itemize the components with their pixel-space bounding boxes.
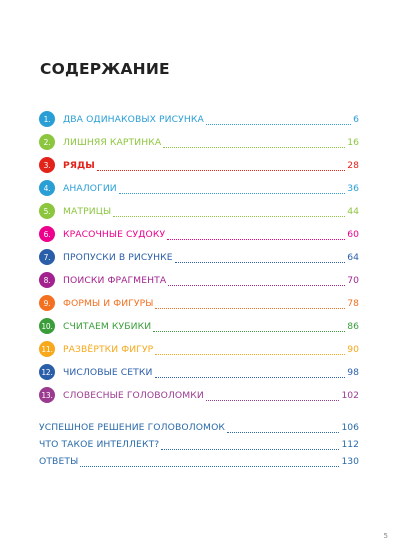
leader-dots [118, 185, 346, 194]
section-title: ЧТО ТАКОЕ ИНТЕЛЛЕКТ? [39, 438, 160, 450]
leader-dots [155, 346, 346, 355]
page-ref: 86 [347, 320, 359, 332]
page-ref: 28 [347, 159, 359, 171]
page-ref: 102 [341, 389, 359, 401]
page-ref: 78 [347, 297, 359, 309]
page-ref: 64 [347, 251, 359, 263]
chapter-number-badge: 2. [39, 134, 55, 150]
toc-entry-11[interactable]: 11. РАЗВЁРТКИ ФИГУР 90 [39, 341, 359, 357]
page-ref: 98 [347, 366, 359, 378]
chapter-title: СЧИТАЕМ КУБИКИ [63, 320, 152, 332]
chapter-title: РЯДЫ [63, 159, 95, 171]
chapter-number-badge: 1. [39, 111, 55, 127]
leader-dots [161, 441, 340, 450]
page-ref: 60 [347, 228, 359, 240]
page-ref: 16 [347, 136, 359, 148]
page-ref: 44 [347, 205, 359, 217]
chapter-number-badge: 13. [39, 387, 55, 403]
toc-entry-9[interactable]: 9. ФОРМЫ И ФИГУРЫ 78 [39, 295, 359, 311]
leader-dots [96, 162, 346, 171]
chapter-title: АНАЛОГИИ [63, 182, 117, 194]
toc-entry-success[interactable]: УСПЕШНОЕ РЕШЕНИЕ ГОЛОВОЛОМОК 106 [39, 419, 359, 435]
leader-dots [163, 139, 346, 148]
toc-entry-intelligence[interactable]: ЧТО ТАКОЕ ИНТЕЛЛЕКТ? 112 [39, 436, 359, 452]
chapter-title: ЧИСЛОВЫЕ СЕТКИ [63, 366, 153, 378]
toc-entry-13[interactable]: 13. СЛОВЕСНЫЕ ГОЛОВОЛОМКИ 102 [39, 387, 359, 403]
chapter-title: МАТРИЦЫ [63, 205, 112, 217]
leader-dots [80, 458, 340, 467]
chapter-title: ДВА ОДИНАКОВЫХ РИСУНКА [63, 113, 204, 125]
chapter-title: ЛИШНЯЯ КАРТИНКА [63, 136, 162, 148]
toc-entry-3[interactable]: 3. РЯДЫ 28 [39, 157, 359, 173]
leader-dots [227, 424, 340, 433]
chapter-title: КРАСОЧНЫЕ СУДОКУ [63, 228, 166, 240]
leader-dots [155, 300, 346, 309]
chapter-title: ПРОПУСКИ В РИСУНКЕ [63, 251, 173, 263]
toc-entry-7[interactable]: 7. ПРОПУСКИ В РИСУНКЕ 64 [39, 249, 359, 265]
toc-entry-8[interactable]: 8. ПОИСКИ ФРАГМЕНТА 70 [39, 272, 359, 288]
chapter-number-badge: 10. [39, 318, 55, 334]
toc-entry-6[interactable]: 6. КРАСОЧНЫЕ СУДОКУ 60 [39, 226, 359, 242]
leader-dots [205, 116, 352, 125]
chapter-number-badge: 9. [39, 295, 55, 311]
toc-entry-1[interactable]: 1. ДВА ОДИНАКОВЫХ РИСУНКА 6 [39, 111, 359, 127]
page-ref: 90 [347, 343, 359, 355]
section-title: ОТВЕТЫ [39, 455, 79, 467]
chapter-number-badge: 7. [39, 249, 55, 265]
chapter-number-badge: 12. [39, 364, 55, 380]
toc-entry-answers[interactable]: ОТВЕТЫ 130 [39, 453, 359, 469]
page-ref: 6 [353, 113, 359, 125]
chapter-title: СЛОВЕСНЫЕ ГОЛОВОЛОМКИ [63, 389, 204, 401]
page-ref: 36 [347, 182, 359, 194]
chapter-number-badge: 4. [39, 180, 55, 196]
toc-entry-2[interactable]: 2. ЛИШНЯЯ КАРТИНКА 16 [39, 134, 359, 150]
leader-dots [168, 277, 346, 286]
leader-dots [154, 369, 346, 378]
page-ref: 70 [347, 274, 359, 286]
leader-dots [167, 231, 346, 240]
page-title: СОДЕРЖАНИЕ [40, 60, 170, 78]
toc-entry-12[interactable]: 12. ЧИСЛОВЫЕ СЕТКИ 98 [39, 364, 359, 380]
page-ref: 112 [341, 438, 359, 450]
chapter-number-badge: 8. [39, 272, 55, 288]
chapter-number-badge: 5. [39, 203, 55, 219]
chapter-number-badge: 11. [39, 341, 55, 357]
section-title: УСПЕШНОЕ РЕШЕНИЕ ГОЛОВОЛОМОК [39, 421, 226, 433]
toc-entry-4[interactable]: 4. АНАЛОГИИ 36 [39, 180, 359, 196]
toc-entry-5[interactable]: 5. МАТРИЦЫ 44 [39, 203, 359, 219]
page-ref: 106 [341, 421, 359, 433]
chapter-number-badge: 3. [39, 157, 55, 173]
chapter-title: ПОИСКИ ФРАГМЕНТА [63, 274, 167, 286]
chapter-number-badge: 6. [39, 226, 55, 242]
page-number: 5 [383, 532, 388, 540]
leader-dots [174, 254, 346, 263]
page-ref: 130 [341, 455, 359, 467]
chapter-title: ФОРМЫ И ФИГУРЫ [63, 297, 154, 309]
toc-entry-10[interactable]: 10. СЧИТАЕМ КУБИКИ 86 [39, 318, 359, 334]
leader-dots [153, 323, 346, 332]
chapter-title: РАЗВЁРТКИ ФИГУР [63, 343, 154, 355]
leader-dots [205, 392, 340, 401]
leader-dots [113, 208, 346, 217]
